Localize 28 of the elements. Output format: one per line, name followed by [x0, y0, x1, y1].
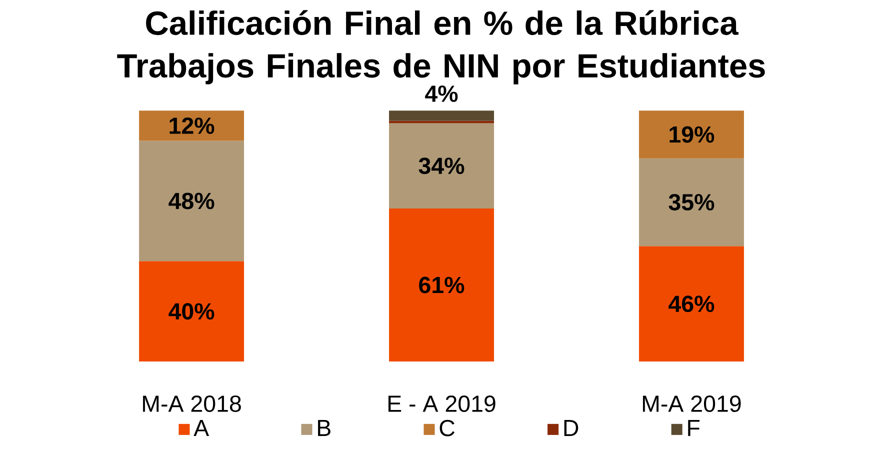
data-label: 61% — [419, 276, 464, 294]
data-label: 19% — [670, 126, 714, 143]
bar — [139, 110, 244, 141]
legend-label: A — [194, 420, 210, 436]
x-tick-label: M-A 2018 — [143, 395, 241, 412]
x-tick-label: M-A 2019 — [642, 395, 741, 412]
legend-label: D — [564, 420, 578, 436]
legend-label: C — [440, 420, 455, 436]
bar — [139, 260, 244, 362]
bar — [139, 140, 244, 261]
legend-label: B — [318, 420, 330, 436]
bar — [638, 246, 744, 362]
data-label: 46% — [668, 295, 714, 312]
bar — [638, 110, 744, 158]
bar — [389, 120, 494, 123]
legend-label: F — [688, 420, 700, 436]
data-label: 34% — [418, 157, 464, 174]
data-label: 40% — [168, 302, 214, 320]
chart-title: Calificación Final en % de la Rúbrica Trabajos Finales de NIN por Estudiantes — [117, 10, 765, 84]
x-tick-label: E - A 2019 — [388, 395, 496, 412]
bar — [389, 208, 494, 362]
bar — [638, 158, 744, 246]
data-label: 35% — [668, 194, 714, 210]
bar — [389, 110, 494, 120]
data-label: 12% — [170, 117, 214, 134]
data-label: 4% — [425, 85, 458, 102]
bar — [389, 122, 494, 208]
data-label: 48% — [168, 192, 214, 209]
